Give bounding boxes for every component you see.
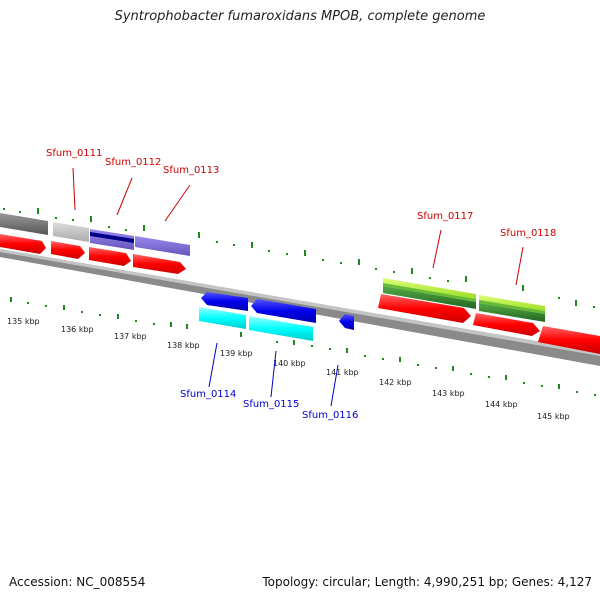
reverse-gene-features [199, 292, 354, 341]
cds-cyan[interactable] [199, 307, 246, 329]
gene-label-sfum-0112[interactable]: Sfum_0112 [105, 157, 161, 168]
forward-label-leaders [72, 167, 524, 286]
gene-labels: Sfum_0111 Sfum_0112 Sfum_0113 Sfum_0114 … [46, 148, 556, 421]
tick-label: 140 kbp [273, 359, 306, 368]
tick-label: 139 kbp [220, 349, 253, 358]
tick-label: 141 kbp [326, 368, 359, 377]
accession-info: Accession: NC_008554 [9, 575, 146, 589]
gene-feature-sfum-0113[interactable] [135, 236, 190, 256]
tick-labels: 135 kbp 136 kbp 137 kbp 138 kbp 139 kbp … [7, 317, 570, 421]
gene-feature-sfum-0115[interactable] [251, 299, 316, 323]
gene-label-sfum-0118[interactable]: Sfum_0118 [500, 228, 556, 239]
gene-label-sfum-0113[interactable]: Sfum_0113 [163, 165, 219, 176]
upper-tick-track [3, 208, 595, 308]
cds-cyan[interactable] [249, 316, 313, 341]
tick-label: 145 kbp [537, 412, 570, 421]
tick-label: 138 kbp [167, 341, 200, 350]
reverse-label-leaders [208, 342, 339, 407]
tick-label: 136 kbp [61, 325, 94, 334]
cds-arrow[interactable] [0, 234, 46, 254]
genome-summary: Topology: circular; Length: 4,990,251 bp… [262, 575, 592, 589]
gene-label-sfum-0115[interactable]: Sfum_0115 [243, 399, 299, 410]
gene-feature-dark-gray[interactable] [0, 213, 48, 235]
gene-label-sfum-0116[interactable]: Sfum_0116 [302, 410, 358, 421]
cds-arrow[interactable] [89, 247, 131, 266]
forward-cds-arrows [0, 234, 600, 354]
gene-feature-sfum-0118[interactable] [479, 295, 545, 311]
cds-arrow[interactable] [473, 313, 540, 336]
lower-tick-track [10, 297, 596, 396]
tick-label: 143 kbp [432, 389, 465, 398]
genome-title: Syntrophobacter fumaroxidans MPOB, compl… [114, 9, 486, 24]
gene-label-sfum-0114[interactable]: Sfum_0114 [180, 389, 236, 400]
gene-feature-sfum-0116[interactable] [339, 314, 354, 330]
gene-feature-sfum-0117[interactable] [383, 278, 476, 299]
cds-arrow[interactable] [378, 294, 471, 323]
cds-arrow[interactable] [538, 326, 600, 354]
forward-gene-features [0, 213, 545, 322]
tick-label: 137 kbp [114, 332, 147, 341]
cds-arrow[interactable] [51, 241, 85, 259]
gene-label-sfum-0111[interactable]: Sfum_0111 [46, 148, 102, 159]
tick-label: 142 kbp [379, 378, 412, 387]
tick-label: 144 kbp [485, 400, 518, 409]
gene-feature-sfum-0114[interactable] [201, 292, 248, 311]
gene-label-sfum-0117[interactable]: Sfum_0117 [417, 211, 473, 222]
tick-label: 135 kbp [7, 317, 40, 326]
cds-arrow[interactable] [133, 254, 186, 274]
gene-feature-sfum-0111[interactable] [53, 222, 89, 242]
